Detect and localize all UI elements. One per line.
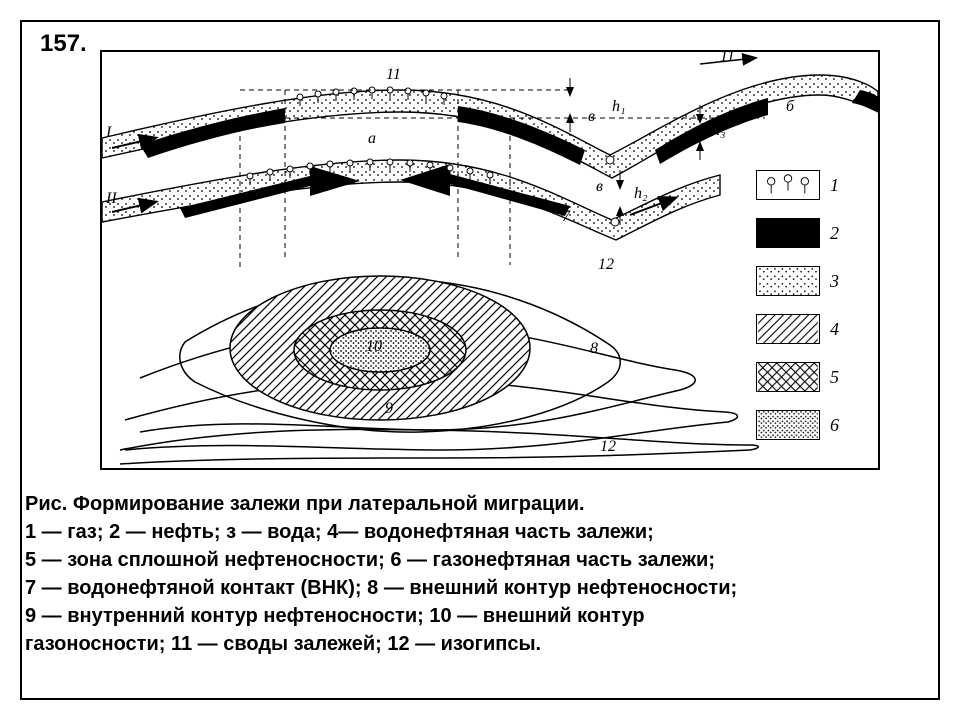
- label-h3: h₃: [712, 122, 726, 140]
- label-v-top: в: [588, 108, 595, 126]
- caption-line-2: 5 — зона сплошной нефтеносности; 6 — газ…: [25, 546, 915, 574]
- swatch-densedots: [756, 410, 820, 440]
- label-7: 7: [562, 208, 570, 226]
- swatch-hatch: [756, 314, 820, 344]
- legend-num-3: 3: [830, 271, 839, 292]
- legend-item-1: 1: [756, 168, 866, 202]
- swatch-oil: [756, 218, 820, 248]
- diagram-container: I II а в б в h₁ h₂ h₃ 11 11 7 8 9 10 12 …: [100, 50, 880, 470]
- legend-item-4: 4: [756, 312, 866, 346]
- legend-item-5: 5: [756, 360, 866, 394]
- legend-num-6: 6: [830, 415, 839, 436]
- caption-line-3: 7 — водонефтяной контакт (ВНК); 8 — внеш…: [25, 574, 915, 602]
- legend: 1 2 3 4 5 6: [756, 168, 866, 456]
- label-10: 10: [366, 338, 382, 356]
- label-9: 9: [385, 400, 393, 418]
- caption: Рис. Формирование залежи при латеральной…: [25, 490, 915, 658]
- label-8: 8: [590, 340, 598, 358]
- label-a: а: [368, 130, 376, 148]
- figure-number: 157.: [40, 30, 87, 58]
- caption-title: Рис. Формирование залежи при латеральной…: [25, 490, 915, 518]
- label-11-right: 11: [720, 48, 735, 66]
- legend-item-2: 2: [756, 216, 866, 250]
- label-12b: 12: [600, 438, 616, 456]
- label-h2: h₂: [634, 185, 648, 203]
- label-II: II: [106, 190, 117, 208]
- legend-num-5: 5: [830, 367, 839, 388]
- label-11-top: 11: [386, 66, 401, 84]
- legend-num-2: 2: [830, 223, 839, 244]
- label-b-right: б: [786, 98, 794, 116]
- caption-line-4: 9 — внутренний контур нефтеносности; 10 …: [25, 602, 915, 630]
- label-I: I: [106, 124, 111, 142]
- swatch-gas: [756, 170, 820, 200]
- caption-line-1: 1 — газ; 2 — нефть; з — вода; 4— водонеф…: [25, 518, 915, 546]
- legend-item-3: 3: [756, 264, 866, 298]
- legend-item-6: 6: [756, 408, 866, 442]
- legend-num-1: 1: [830, 175, 839, 196]
- legend-num-4: 4: [830, 319, 839, 340]
- label-v-bottom: в: [596, 178, 603, 196]
- caption-line-5: газоносности; 11 — своды залежей; 12 — и…: [25, 630, 915, 658]
- swatch-cross: [756, 362, 820, 392]
- label-12a: 12: [598, 256, 614, 274]
- label-h1: h₁: [612, 98, 626, 116]
- swatch-water: [756, 266, 820, 296]
